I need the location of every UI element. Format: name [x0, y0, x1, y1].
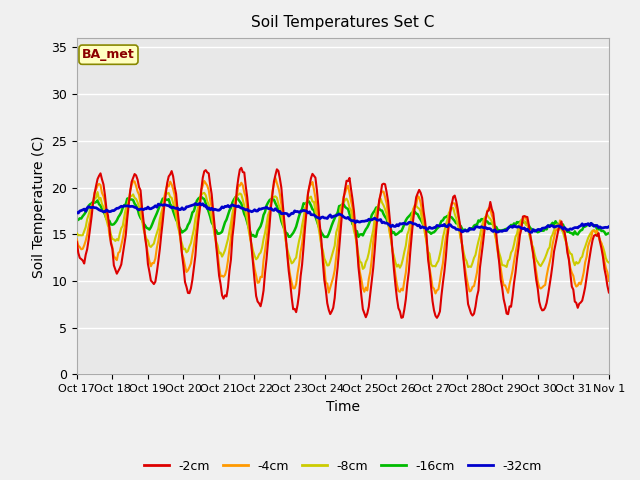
-32cm	[138, 206, 146, 212]
-8cm	[579, 254, 586, 260]
-16cm	[260, 212, 268, 218]
-2cm	[605, 289, 612, 295]
-16cm	[323, 234, 331, 240]
X-axis label: Time: Time	[326, 400, 360, 414]
-2cm	[579, 298, 586, 303]
-2cm	[307, 175, 315, 181]
-8cm	[93, 189, 101, 195]
-4cm	[232, 200, 239, 205]
-8cm	[307, 194, 315, 200]
-16cm	[138, 217, 146, 223]
Line: -4cm: -4cm	[77, 178, 609, 293]
-32cm	[579, 221, 586, 227]
-2cm	[232, 205, 239, 211]
Text: BA_met: BA_met	[82, 48, 135, 61]
-4cm	[307, 181, 315, 187]
Line: -32cm: -32cm	[77, 203, 609, 232]
-2cm	[138, 204, 146, 210]
-16cm	[233, 194, 241, 200]
-32cm	[260, 205, 268, 211]
-4cm	[605, 278, 612, 284]
-4cm	[258, 274, 266, 280]
-8cm	[359, 266, 367, 272]
-4cm	[431, 290, 439, 296]
-8cm	[251, 253, 259, 259]
-32cm	[73, 210, 81, 216]
-2cm	[251, 278, 259, 284]
-16cm	[579, 227, 586, 233]
-4cm	[73, 236, 81, 242]
-4cm	[271, 175, 279, 181]
Legend: -2cm, -4cm, -8cm, -16cm, -32cm: -2cm, -4cm, -8cm, -16cm, -32cm	[139, 455, 547, 478]
Title: Soil Temperatures Set C: Soil Temperatures Set C	[251, 15, 435, 30]
-32cm	[196, 200, 204, 206]
-32cm	[528, 229, 536, 235]
Line: -8cm: -8cm	[77, 192, 609, 269]
-4cm	[579, 276, 586, 282]
-2cm	[260, 288, 268, 293]
-32cm	[233, 204, 241, 209]
-8cm	[605, 260, 612, 265]
-4cm	[250, 257, 257, 263]
-8cm	[73, 230, 81, 236]
-8cm	[233, 192, 241, 197]
-2cm	[433, 315, 441, 321]
Y-axis label: Soil Temperature (C): Soil Temperature (C)	[31, 135, 45, 277]
-16cm	[605, 230, 612, 236]
-8cm	[140, 226, 147, 232]
-16cm	[251, 234, 259, 240]
-2cm	[73, 239, 81, 245]
-8cm	[260, 236, 268, 242]
-16cm	[307, 203, 315, 208]
Line: -2cm: -2cm	[77, 168, 609, 318]
-2cm	[237, 165, 245, 171]
-32cm	[307, 212, 315, 217]
-16cm	[73, 217, 81, 223]
-4cm	[138, 215, 146, 221]
Line: -16cm: -16cm	[77, 197, 609, 237]
-32cm	[251, 207, 259, 213]
-32cm	[605, 224, 612, 229]
-16cm	[198, 194, 205, 200]
